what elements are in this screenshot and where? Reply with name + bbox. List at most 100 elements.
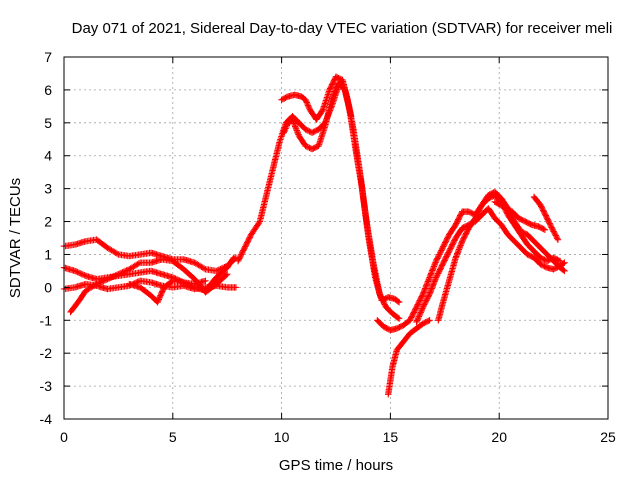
x-tick-label: 0: [60, 429, 68, 445]
data-point-mark: [541, 226, 549, 233]
data-point-marks: [550, 228, 561, 242]
y-tick-label: 0: [44, 279, 52, 295]
data-point-marks: [491, 192, 504, 204]
data-point-marks: [504, 211, 517, 227]
data-point-mark: [395, 298, 403, 306]
data-point-marks: [491, 198, 506, 210]
data-point-marks: [446, 256, 459, 284]
data-point-marks: [400, 331, 413, 345]
data-point-marks: [389, 310, 402, 321]
y-tick-label: -1: [40, 312, 53, 328]
data-point-mark: [426, 317, 433, 324]
data-point-marks: [295, 119, 308, 132]
data-point-marks: [426, 259, 439, 281]
data-point-marks: [389, 348, 400, 370]
x-axis-title: GPS time / hours: [279, 457, 393, 474]
data-point-marks: [263, 167, 276, 199]
data-point-mark: [395, 315, 403, 322]
data-point-marks: [93, 276, 110, 288]
data-point-marks: [400, 317, 413, 329]
series-sat-track-12: [435, 192, 564, 324]
data-point-marks: [413, 321, 426, 332]
data-point-marks: [374, 317, 386, 329]
data-point-marks: [269, 140, 283, 173]
data-point-marks: [115, 266, 132, 278]
data-point-marks: [332, 73, 345, 83]
data-point-marks: [234, 246, 248, 265]
x-tick-label: 10: [274, 429, 290, 445]
data-point-marks: [393, 322, 406, 332]
data-point-mark: [556, 257, 564, 265]
y-tick-label: -2: [40, 345, 53, 361]
data-point-marks: [298, 93, 308, 103]
plot-frame: [63, 56, 609, 420]
data-point-marks: [535, 223, 547, 233]
data-point-marks: [289, 116, 302, 138]
series-sat-track-9: [385, 317, 433, 398]
data-point-mark: [561, 267, 568, 275]
data-point-marks: [191, 259, 208, 272]
data-point-marks: [126, 260, 142, 273]
data-point-marks: [478, 196, 491, 209]
y-tick-label: 1: [44, 246, 52, 262]
data-point-marks: [326, 74, 339, 94]
data-point-marks: [352, 145, 366, 191]
data-point-marks: [511, 221, 524, 237]
data-point-marks: [382, 303, 395, 316]
data-point-marks: [537, 244, 550, 257]
data-point-marks: [500, 203, 515, 215]
x-tick-label: 5: [169, 429, 177, 445]
data-point-marks: [435, 302, 446, 324]
y-tick-labels: -4 -3 -2 -1 0 1 2 3 4 5 6 7: [40, 49, 53, 427]
y-axis-title: SDTVAR / TECUs: [7, 178, 24, 298]
data-point-marks: [465, 216, 478, 232]
data-point-marks: [556, 260, 567, 270]
data-point-marks: [413, 292, 426, 311]
data-point-marks: [524, 231, 537, 244]
data-point-marks: [439, 279, 452, 307]
data-point-marks: [452, 209, 465, 228]
data-point-marks: [491, 215, 504, 227]
data-point-marks: [339, 76, 352, 108]
data-point-marks: [104, 271, 121, 283]
data-point-mark: [230, 254, 237, 261]
data-point-marks: [504, 231, 517, 244]
data-point-marks: [439, 232, 452, 252]
series-sat-track-14: [530, 193, 562, 243]
y-tick-label: 4: [44, 148, 52, 164]
x-tick-labels: 0 5 10 15 20 25: [60, 429, 616, 445]
data-point-marks: [472, 203, 485, 222]
data-point-marks: [372, 274, 385, 303]
axis-ticks: [63, 56, 609, 420]
x-tick-label: 15: [383, 429, 399, 445]
y-tick-label: 6: [44, 82, 52, 98]
data-point-marks: [537, 261, 549, 271]
data-point-marks: [413, 305, 426, 326]
data-point-marks: [524, 241, 537, 254]
data-point-marks: [498, 221, 511, 237]
data-point-marks: [295, 132, 308, 148]
data-point-mark: [224, 271, 231, 278]
data-point-marks: [522, 218, 534, 228]
data-point-marks: [280, 121, 291, 136]
y-tick-label: 2: [44, 214, 52, 230]
series-sat-track-4: [67, 256, 231, 316]
data-point-marks: [213, 272, 230, 288]
data-point-mark: [202, 277, 209, 284]
data-point-marks: [432, 246, 446, 265]
series-sat-track-13: [491, 198, 549, 233]
data-point-marks: [289, 113, 302, 125]
data-point-marks: [393, 339, 406, 354]
data-point-marks: [391, 295, 402, 305]
data-point-marks: [256, 193, 270, 225]
data-point-marks: [511, 238, 524, 250]
data-point-marks: [358, 185, 372, 240]
data-point-marks: [213, 265, 230, 281]
data-point-marks: [459, 226, 472, 245]
data-point-marks: [530, 254, 543, 267]
data-point-marks: [76, 288, 89, 304]
data-point-marks: [321, 98, 335, 130]
y-tick-label: 3: [44, 181, 52, 197]
data-point-marks: [509, 208, 521, 221]
data-point-marks: [224, 255, 237, 271]
